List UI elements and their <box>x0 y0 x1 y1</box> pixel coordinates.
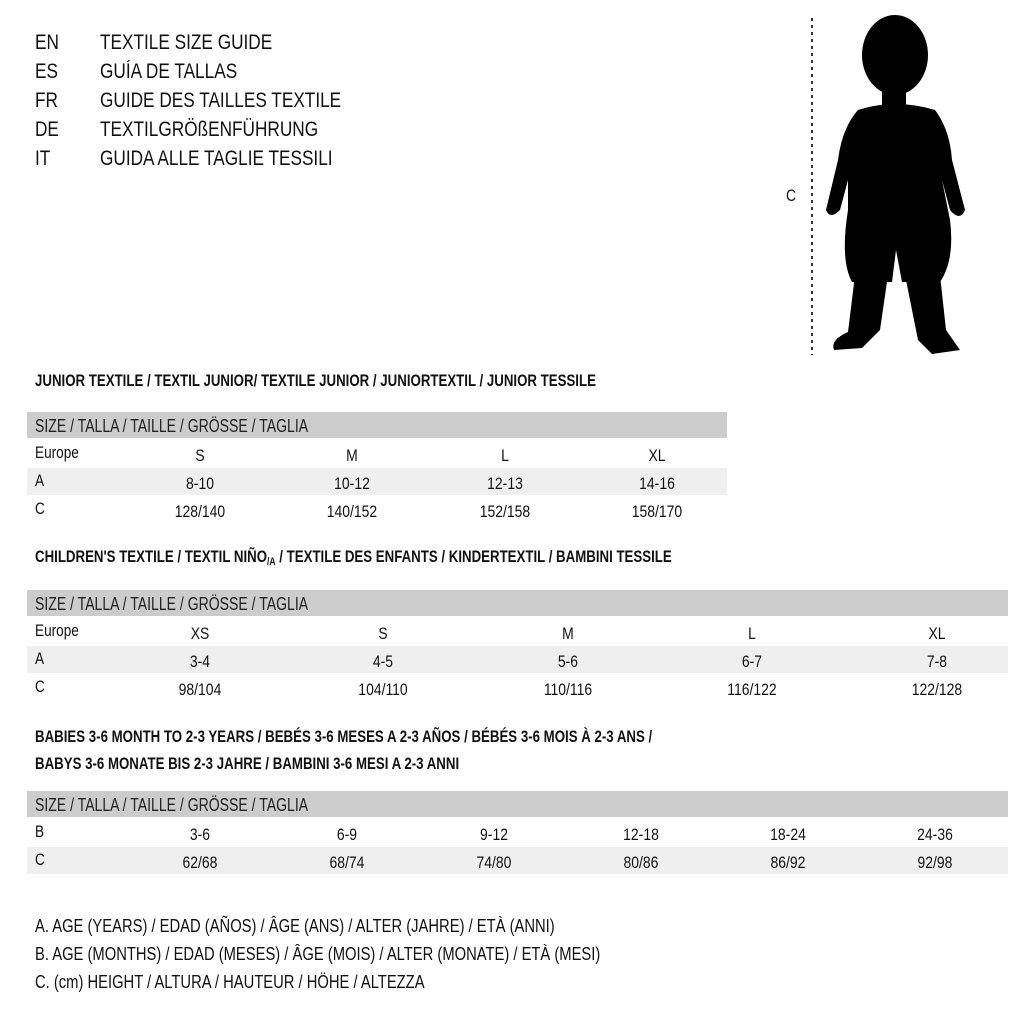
table-row: A 3-4 4-5 5-6 6-7 7-8 <box>27 646 1008 673</box>
babies-heading-line1: BABIES 3-6 MONTH TO 2-3 YEARS / BEBÉS 3-… <box>35 727 653 746</box>
size-header-bar: SIZE / TALLA / TAILLE / GRÖSSE / TAGLIA <box>27 590 1008 616</box>
table-cell: M <box>346 446 358 465</box>
table-row: C 128/140 140/152 152/158 158/170 <box>27 496 727 523</box>
row-label: C <box>35 677 45 696</box>
table-cell: 6-9 <box>336 825 358 844</box>
table-cell: 3-6 <box>189 825 211 844</box>
table-cell: 128/140 <box>174 502 226 521</box>
language-code: ES <box>35 60 58 83</box>
table-cell: 4-5 <box>372 652 394 671</box>
table-cell: 3-4 <box>189 652 211 671</box>
table-cell: 80/86 <box>623 853 659 872</box>
table-cell: 12-13 <box>487 474 523 493</box>
language-code: FR <box>35 89 58 112</box>
table-cell: L <box>501 446 509 465</box>
table-row: Europe XS S M L XL <box>27 618 1008 645</box>
table-cell: 116/122 <box>727 680 777 699</box>
table-cell: 8-10 <box>186 474 214 493</box>
language-title: GUÍA DE TALLAS <box>100 60 238 83</box>
language-title: TEXTILGRÖßENFÜHRUNG <box>100 118 319 141</box>
table-cell: M <box>562 624 574 643</box>
size-header-bar: SIZE / TALLA / TAILLE / GRÖSSE / TAGLIA <box>27 791 1008 817</box>
table-cell: 140/152 <box>326 502 378 521</box>
language-title: GUIDA ALLE TAGLIE TESSILI <box>100 147 333 170</box>
table-cell: 122/128 <box>911 680 963 699</box>
row-label: A <box>35 471 45 490</box>
row-label: Europe <box>35 621 79 640</box>
legend-c: C. (cm) HEIGHT / ALTURA / HAUTEUR / HÖHE… <box>35 972 425 992</box>
table-cell: 7-8 <box>926 652 948 671</box>
table-cell: 14-16 <box>639 474 675 493</box>
table-row: B 3-6 6-9 9-12 12-18 18-24 24-36 <box>27 819 1008 846</box>
table-cell: 24-36 <box>917 825 953 844</box>
table-cell: 104/110 <box>358 680 408 699</box>
child-silhouette-icon <box>811 15 965 355</box>
row-label: C <box>35 499 45 518</box>
table-cell: S <box>378 624 388 643</box>
table-row: Europe S M L XL <box>27 440 727 467</box>
row-label: Europe <box>35 443 79 462</box>
table-cell: 92/98 <box>917 853 953 872</box>
table-cell: 98/104 <box>178 680 222 699</box>
table-row: C 62/68 68/74 74/80 80/86 86/92 92/98 <box>27 847 1008 874</box>
table-cell: 5-6 <box>557 652 579 671</box>
table-cell: 12-18 <box>623 825 659 844</box>
size-header-label: SIZE / TALLA / TAILLE / GRÖSSE / TAGLIA <box>35 594 309 614</box>
table-cell: 110/116 <box>543 680 593 699</box>
table-row: C 98/104 104/110 110/116 116/122 122/128 <box>27 674 1008 701</box>
language-title: TEXTILE SIZE GUIDE <box>100 31 273 54</box>
language-code: DE <box>35 118 59 141</box>
table-cell: 158/170 <box>631 502 683 521</box>
table-cell: XL <box>648 446 666 465</box>
row-label: B <box>35 822 45 841</box>
size-header-label: SIZE / TALLA / TAILLE / GRÖSSE / TAGLIA <box>35 795 309 815</box>
junior-heading: JUNIOR TEXTILE / TEXTIL JUNIOR/ TEXTILE … <box>35 371 596 390</box>
size-header-bar: SIZE / TALLA / TAILLE / GRÖSSE / TAGLIA <box>27 412 727 438</box>
table-row: A 8-10 10-12 12-13 14-16 <box>27 468 727 495</box>
language-code: EN <box>35 31 59 54</box>
table-cell: 6-7 <box>741 652 763 671</box>
table-cell: 62/68 <box>182 853 218 872</box>
children-heading: CHILDREN'S TEXTILE / TEXTIL NIÑO/A / TEX… <box>35 548 672 568</box>
row-label: C <box>35 850 45 869</box>
table-cell: L <box>748 624 756 643</box>
children-heading-rest: / TEXTILE DES ENFANTS / KINDERTEXTIL / B… <box>275 547 672 566</box>
language-title: GUIDE DES TAILLES TEXTILE <box>100 89 342 112</box>
language-code: IT <box>35 147 51 170</box>
table-cell: S <box>195 446 205 465</box>
height-measure-label: C <box>786 186 797 205</box>
table-cell: 152/158 <box>479 502 531 521</box>
table-cell: 9-12 <box>480 825 508 844</box>
table-cell: 18-24 <box>770 825 806 844</box>
table-cell: 74/80 <box>476 853 512 872</box>
children-heading-text: CHILDREN'S TEXTILE / TEXTIL NIÑO <box>35 547 268 566</box>
children-heading-subscript: /A <box>267 556 276 568</box>
legend-a: A. AGE (YEARS) / EDAD (AÑOS) / ÂGE (ANS)… <box>35 916 555 936</box>
table-cell: 86/92 <box>770 853 806 872</box>
row-label: A <box>35 649 45 668</box>
table-cell: XS <box>190 624 210 643</box>
table-cell: 68/74 <box>329 853 365 872</box>
table-cell: XL <box>928 624 946 643</box>
table-cell: 10-12 <box>334 474 370 493</box>
babies-heading-line2: BABYS 3-6 MONATE BIS 2-3 JAHRE / BAMBINI… <box>35 754 460 773</box>
size-header-label: SIZE / TALLA / TAILLE / GRÖSSE / TAGLIA <box>35 416 309 436</box>
legend-b: B. AGE (MONTHS) / EDAD (MESES) / ÂGE (MO… <box>35 944 601 964</box>
